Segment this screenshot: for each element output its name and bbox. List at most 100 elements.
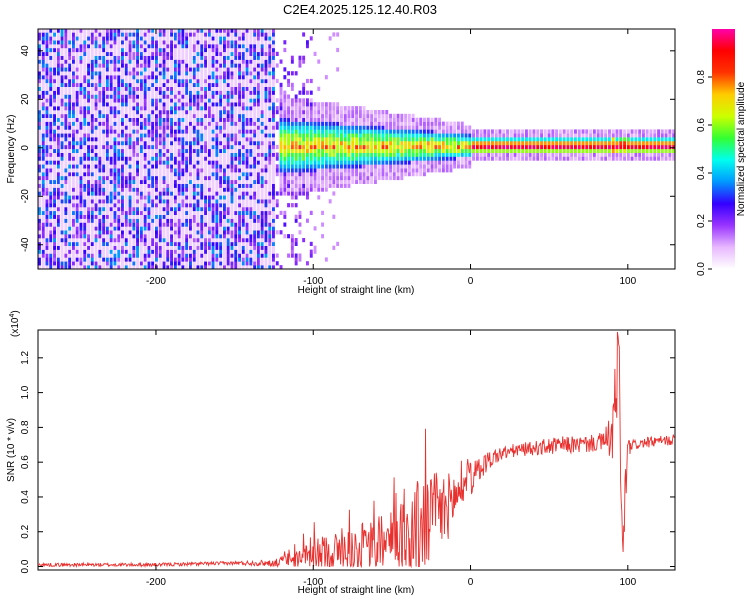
spectrogram-cell xyxy=(170,148,173,153)
spectrogram-cell xyxy=(181,71,185,76)
spectrogram-cell xyxy=(151,214,155,219)
spectrogram-cell xyxy=(56,148,60,153)
spectrogram-cell xyxy=(170,199,173,204)
spectrogram-cell xyxy=(298,63,302,68)
spectrogram-cell xyxy=(313,175,317,181)
spectrogram-cell xyxy=(340,137,343,142)
spectrogram-cell xyxy=(189,148,192,153)
spectrogram-cell xyxy=(139,40,143,45)
spectrogram-cell xyxy=(268,98,272,103)
spectrogram-cell xyxy=(226,218,230,223)
spectrogram-cell xyxy=(170,218,173,223)
spectrogram-cell xyxy=(177,257,181,262)
spectrogram-cell xyxy=(83,179,87,184)
spectrogram-cell xyxy=(147,36,151,41)
spectrogram-cell xyxy=(332,183,336,188)
spectrogram-cell xyxy=(105,238,109,243)
spectrogram-cell xyxy=(181,206,185,212)
spectrogram-cell xyxy=(290,148,294,153)
spectrogram-cell xyxy=(64,59,68,64)
spectrogram-cell xyxy=(94,98,98,103)
spectrogram-cell xyxy=(151,226,155,231)
spectrogram-cell xyxy=(38,191,41,196)
spectrogram-cell xyxy=(87,241,90,246)
spectrogram-cell xyxy=(41,75,45,80)
spectrogram-cell xyxy=(79,86,83,91)
spectrogram-cell xyxy=(189,82,192,87)
spectrogram-cell xyxy=(374,152,377,157)
spectrogram-cell xyxy=(68,82,72,87)
spectrogram-cell xyxy=(287,113,290,118)
spectrogram-cell xyxy=(83,160,87,165)
spectrogram-cell xyxy=(75,44,79,49)
spectrogram-cell xyxy=(56,222,60,227)
spectrogram-cell xyxy=(234,265,238,269)
spectrogram-cell xyxy=(268,51,272,56)
spectrogram-cell xyxy=(215,226,219,231)
spectrogram-cell xyxy=(219,121,223,126)
spectrogram-cell xyxy=(207,106,211,111)
spectrogram-cell xyxy=(173,47,177,53)
spectrogram-cell xyxy=(102,179,106,184)
spectrogram-cell xyxy=(355,172,358,177)
spectrogram-cell xyxy=(158,203,162,208)
spectrogram-cell xyxy=(185,106,189,111)
spectrogram-cell xyxy=(158,234,162,239)
spectrogram-cell xyxy=(173,40,177,45)
spectrogram-cell xyxy=(324,102,328,107)
spectrogram-cell xyxy=(139,183,143,188)
spectrogram-cell xyxy=(313,164,317,169)
spectrogram-cell xyxy=(438,133,441,138)
spectrogram-cell xyxy=(128,195,132,200)
spectrogram-cell xyxy=(238,175,241,181)
spectrogram-cell xyxy=(117,29,121,33)
spectrogram-cell xyxy=(105,164,109,169)
spectrogram-cell xyxy=(200,164,204,169)
spectrogram-cell xyxy=(256,164,260,169)
spectrogram-cell xyxy=(392,125,396,130)
spectrogram-cell xyxy=(151,164,155,169)
spectrogram-cell xyxy=(38,113,41,118)
spectrogram-cell xyxy=(241,160,245,165)
spectrogram-cell xyxy=(132,206,136,212)
spectrogram-cell xyxy=(75,234,79,239)
spectrogram-cell xyxy=(143,133,147,138)
spectrogram-cell xyxy=(377,133,381,138)
spectrogram-cell xyxy=(472,137,475,142)
spectrogram-cell xyxy=(449,144,453,150)
spectrogram-cell xyxy=(147,164,151,169)
spectrogram-cell xyxy=(117,191,121,196)
spectrogram-cell xyxy=(72,206,75,212)
spectrogram-cell xyxy=(207,238,211,243)
spectrogram-cell xyxy=(230,113,234,118)
spectrogram-cell xyxy=(181,234,185,239)
spectrogram-cell xyxy=(389,148,392,153)
spectrogram-cell xyxy=(60,172,64,177)
spectrogram-cell xyxy=(53,47,56,53)
spectrogram-cell xyxy=(241,249,245,254)
spectrogram-cell xyxy=(207,152,211,157)
spectrogram-cell xyxy=(253,141,257,146)
spectrogram-cell xyxy=(328,179,332,184)
spectrogram-cell xyxy=(419,152,423,157)
spectrogram-cell xyxy=(340,125,343,130)
spectrogram-cell xyxy=(60,226,64,231)
spectrogram-cell xyxy=(181,137,185,142)
spectrogram-cell xyxy=(136,156,139,161)
spectrogram-cell xyxy=(124,238,128,243)
spectrogram-cell xyxy=(215,125,219,130)
spectrogram-cell xyxy=(113,129,117,134)
spectrogram-cell xyxy=(166,29,170,33)
spectrogram-cell xyxy=(128,199,132,204)
spectrogram-cell xyxy=(290,175,294,181)
spectrogram-cell xyxy=(147,44,151,49)
spectrogram-cell xyxy=(374,110,377,115)
spectrogram-cell xyxy=(324,164,328,169)
spectrogram-cell xyxy=(279,110,283,115)
spectrogram-cell xyxy=(79,195,83,200)
spectrogram-cell xyxy=(68,90,72,95)
spectrogram-cell xyxy=(407,172,411,177)
spectrogram-cell xyxy=(83,144,87,150)
spectrogram-cell xyxy=(181,90,185,95)
spectrogram-cell xyxy=(117,144,121,150)
